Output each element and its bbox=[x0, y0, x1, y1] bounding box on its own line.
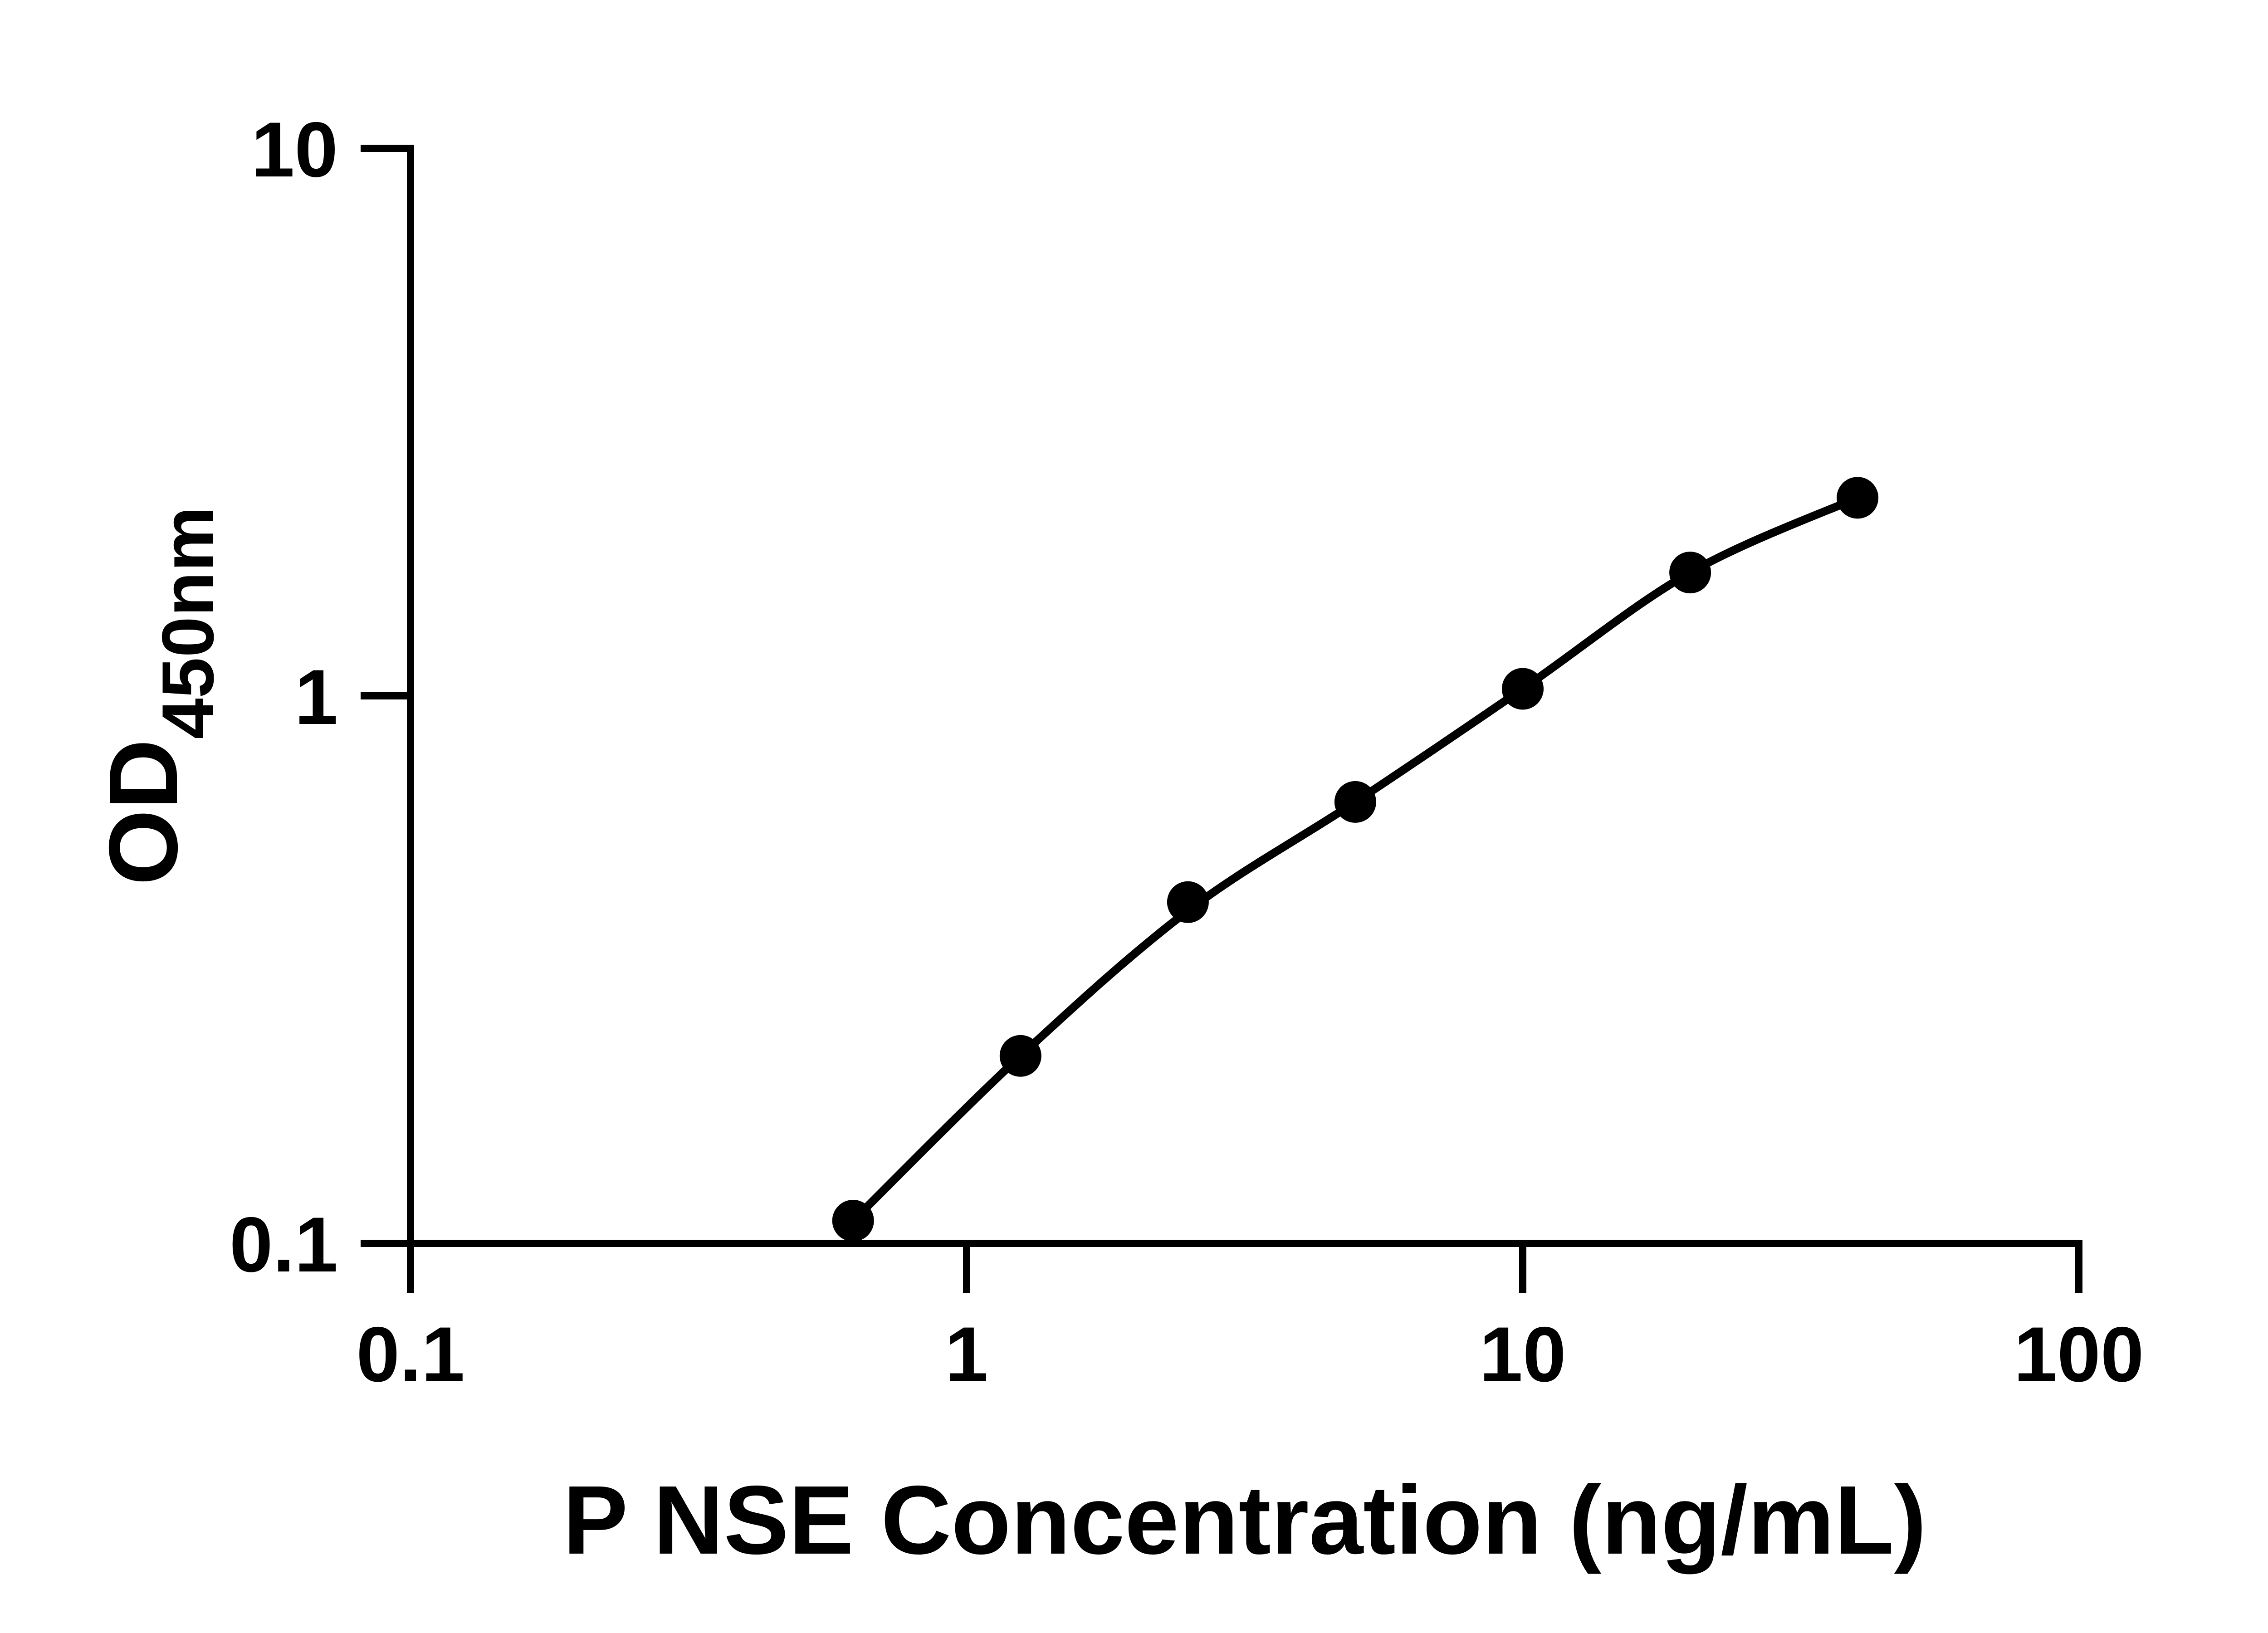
y-axis-title: OD450nm bbox=[88, 506, 229, 885]
y-tick-label-10: 10 bbox=[251, 106, 338, 193]
fit-curve bbox=[849, 494, 1862, 1225]
plot-area bbox=[361, 145, 2082, 1293]
data-point-5 bbox=[1334, 781, 1376, 823]
data-point-20 bbox=[1669, 552, 1711, 594]
y-axis-title-subscript: 450nm bbox=[147, 506, 229, 739]
y-tick-label-0.1: 0.1 bbox=[230, 1201, 338, 1288]
x-axis-title: P NSE Concentration (ng/mL) bbox=[563, 1465, 1926, 1574]
data-point-1.25 bbox=[999, 1035, 1041, 1077]
data-point-0.625 bbox=[832, 1200, 874, 1242]
x-tick-label-0.1: 0.1 bbox=[356, 1311, 464, 1398]
x-tick-label-1: 1 bbox=[945, 1311, 988, 1398]
y-axis-title-main: OD bbox=[88, 739, 198, 885]
x-axis-tick-labels: 0.1 1 10 100 bbox=[356, 1311, 2144, 1398]
data-point-40 bbox=[1837, 477, 1879, 519]
data-point-2.5 bbox=[1167, 881, 1209, 923]
x-tick-label-10: 10 bbox=[1479, 1311, 1566, 1398]
y-tick-label-1: 1 bbox=[294, 654, 338, 741]
data-point-10 bbox=[1502, 668, 1544, 710]
x-tick-label-100: 100 bbox=[2014, 1311, 2144, 1398]
y-axis-tick-labels: 0.1 1 10 bbox=[230, 106, 338, 1288]
